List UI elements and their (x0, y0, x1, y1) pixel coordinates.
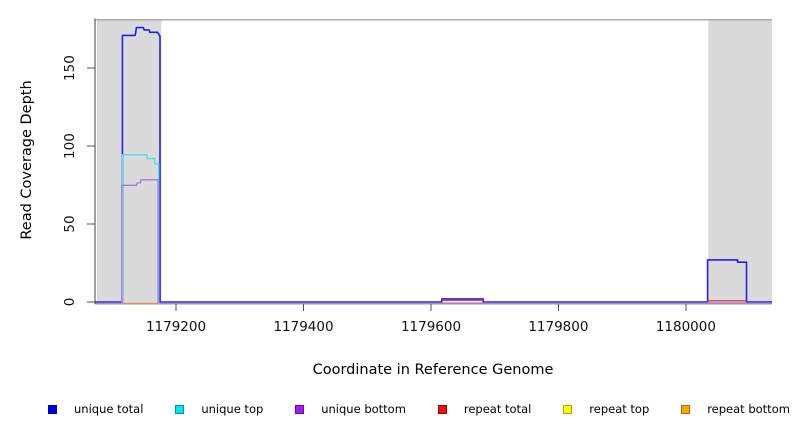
legend-swatch-icon (175, 404, 185, 414)
x-tick-label: 1179800 (528, 319, 588, 335)
legend: unique total unique top unique bottom repea… (48, 399, 790, 419)
legend-item-repeat-total: repeat total (437, 402, 532, 416)
coverage-series-lines (95, 26, 772, 305)
legend-label: unique bottom (321, 402, 406, 416)
series-unique-top (121, 153, 160, 302)
legend-label: repeat total (463, 402, 532, 416)
x-axis: 1179200 1179400 1179600 1179800 1180000 (95, 303, 772, 335)
x-tick-label: 1180000 (656, 319, 716, 335)
repeat-shaded-regions (96, 19, 772, 304)
series-unique-bottom (95, 179, 772, 304)
repeat-region-right (708, 19, 772, 304)
legend-label: repeat top (589, 402, 650, 416)
legend-label: unique total (74, 402, 144, 416)
x-axis-title: Coordinate in Reference Genome (313, 362, 554, 378)
y-axis-title: Read Coverage Depth (19, 80, 35, 239)
legend-item-unique-top: unique top (175, 402, 263, 416)
legend-label: repeat bottom (707, 402, 790, 416)
series-unique-total (95, 26, 772, 303)
legend-item-repeat-bottom: repeat bottom (681, 402, 790, 416)
y-tick-label: 150 (62, 55, 78, 81)
y-axis: 0 50 100 150 (62, 18, 96, 307)
legend-swatch-icon (437, 404, 447, 414)
legend-item-unique-bottom: unique bottom (295, 402, 406, 416)
y-tick-label: 100 (62, 133, 78, 159)
legend-swatch-icon (681, 404, 691, 414)
x-tick-label: 1179600 (401, 319, 461, 335)
y-tick-label: 0 (62, 298, 78, 307)
legend-swatch-icon (48, 404, 57, 414)
legend-swatch-icon (563, 404, 573, 414)
x-tick-label: 1179200 (146, 319, 206, 335)
legend-label: unique top (201, 402, 264, 416)
x-tick-label: 1179400 (273, 319, 333, 335)
legend-item-unique-total: unique total (48, 402, 143, 416)
legend-swatch-icon (295, 404, 305, 414)
legend-item-repeat-top: repeat top (563, 402, 649, 416)
y-tick-label: 50 (62, 215, 78, 232)
repeat-region-left (96, 19, 162, 304)
